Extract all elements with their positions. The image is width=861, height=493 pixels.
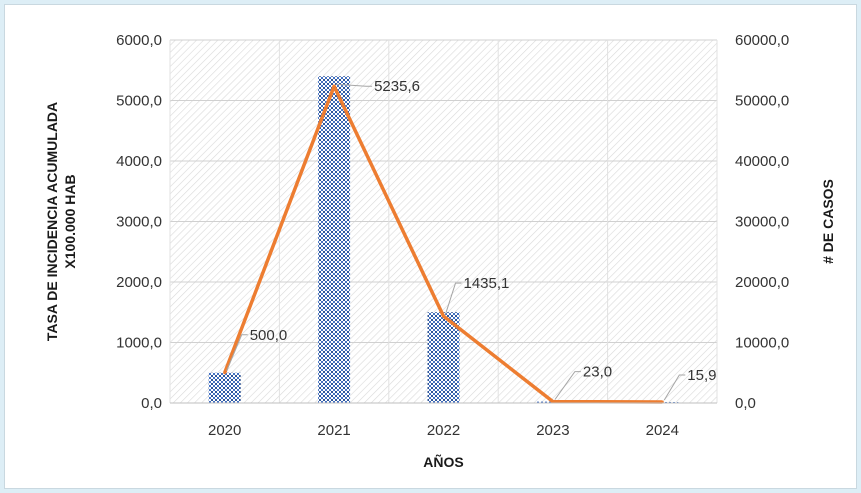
bar-series — [208, 76, 679, 404]
line-point — [442, 314, 445, 318]
x-tick-label: 2022 — [427, 422, 460, 439]
x-tick-label: 2021 — [317, 422, 350, 439]
bar — [208, 372, 241, 403]
left-y-tick-label: 3000,0 — [116, 214, 162, 231]
left-y-tick-label: 5000,0 — [116, 93, 162, 110]
bar — [318, 76, 351, 404]
axes: 0,0 0,0 1000,0 10000,0 2000,0 20000,0 3000,0 30… — [116, 32, 789, 439]
data-label: 23,0 — [583, 364, 612, 381]
left-axis-title-line1: TASA DE INCIDENCIA ACUMULADA — [44, 102, 60, 341]
bar — [427, 312, 460, 403]
chart: 500,0 5235,6 1435,1 23,0 15,9 0,0 0,0 1000,0 10… — [44, 32, 836, 470]
right-y-tick-label: 10000,0 — [735, 335, 789, 352]
x-tick-label: 2023 — [536, 422, 569, 439]
left-y-tick-label: 4000,0 — [116, 153, 162, 170]
data-label: 15,9 — [687, 367, 716, 384]
x-tick-label: 2020 — [208, 422, 241, 439]
data-label: 5235,6 — [374, 78, 420, 95]
line-series — [223, 84, 664, 404]
data-label: 1435,1 — [464, 275, 510, 292]
left-y-tick-label: 1000,0 — [116, 335, 162, 352]
left-y-tick-label: 6000,0 — [116, 32, 162, 49]
right-y-tick-label: 20000,0 — [735, 274, 789, 291]
leader-line — [336, 83, 373, 87]
right-y-tick-label: 40000,0 — [735, 153, 789, 170]
x-axis-title: AÑOS — [423, 453, 463, 470]
leader-line — [226, 334, 248, 371]
left-axis-title-line2: X100.000 HAB — [62, 174, 78, 268]
leader-line — [445, 282, 462, 315]
line-point — [223, 371, 227, 375]
left-y-tick-label: 2000,0 — [116, 274, 162, 291]
right-y-tick-label: 0,0 — [735, 395, 756, 412]
right-y-tick-label: 30000,0 — [735, 214, 789, 231]
data-labels: 500,0 5235,6 1435,1 23,0 15,9 — [226, 78, 717, 401]
line-point — [551, 400, 555, 404]
right-y-tick-label: 50000,0 — [735, 93, 789, 110]
leader-line — [663, 374, 686, 401]
left-y-tick-label: 0,0 — [141, 395, 162, 412]
leader-line — [554, 371, 581, 400]
data-label: 500,0 — [250, 327, 288, 344]
x-tick-label: 2024 — [646, 422, 679, 439]
right-y-tick-label: 60000,0 — [735, 32, 789, 49]
chart-frame: 500,0 5235,6 1435,1 23,0 15,9 0,0 0,0 1000,0 10… — [4, 4, 857, 489]
line-point — [332, 84, 336, 88]
right-axis-title: # DE CASOS — [820, 179, 836, 264]
